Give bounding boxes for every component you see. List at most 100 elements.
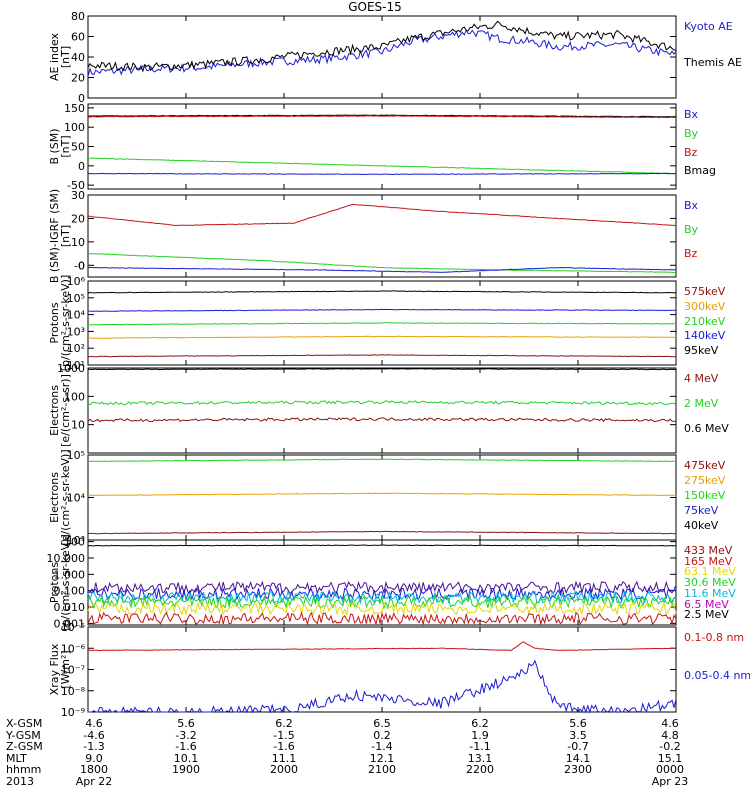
ephemeris-value: 1.9 (471, 728, 489, 742)
series-line-2-5-mev (87, 544, 676, 547)
legend-entry: Bz (684, 247, 698, 260)
series-line-300kev (87, 335, 676, 339)
y-axis-label: B (SM)[nT] (48, 128, 72, 164)
ephemeris-value: -1.1 (469, 740, 491, 753)
panel-7: 0.001 0.010 0.100 1.000 10.000 100Protons[p/(… (47, 534, 677, 631)
y-tick-label: 40 (71, 51, 85, 64)
legend-entry: By (684, 223, 699, 236)
series-line-bx (87, 172, 677, 176)
legend-entry: Themis AE (684, 56, 742, 69)
legend-entry: 150keV (684, 489, 726, 502)
y-tick-label: 150 (64, 102, 85, 115)
legend-entry: 300keV (684, 299, 726, 313)
y-tick-label: 10⁴ (67, 492, 86, 505)
ephemeris-value: -1.6 (175, 740, 197, 753)
ephemeris-value: -1.5 (273, 728, 295, 742)
series-line-475kev (87, 530, 677, 535)
y-tick-label: 1.000 (54, 568, 86, 581)
series-line-11-6-mev (87, 586, 677, 602)
series-line-63-1-mev (87, 594, 677, 610)
y-tick-label: 1000 (57, 362, 85, 375)
y-tick-label: 0.010 (54, 601, 86, 614)
series-line-2-mev (87, 400, 677, 406)
legend-entry: 475keV (684, 459, 726, 472)
series-line-kyoto-ae (87, 29, 677, 77)
legend-entry: 4 MeV (684, 372, 719, 385)
ephemeris-value: 15.1 (657, 751, 683, 765)
y-tick-label: -50 (67, 179, 85, 192)
panel-1: 0 20 40 60 80 AE index[nT] (48, 10, 677, 105)
series-line-bx (87, 266, 677, 273)
series-line-95kev (87, 290, 677, 294)
series-line-by (87, 253, 677, 274)
series-line-140kev (87, 308, 677, 312)
panel-3: 0 10 20 30 -0B (SM)-IGRF (SM)[nT] (48, 189, 677, 283)
ephemeris-value: 6.5 (373, 717, 391, 730)
series-line-0-1-0-8-nm (87, 641, 676, 652)
series-line-0-6-mev (87, 368, 677, 371)
plot-title: GOES-15 (348, 0, 402, 14)
ephemeris-value: 5.6 (177, 717, 195, 730)
y-tick-label: 60 (71, 31, 85, 44)
series-line-bz (87, 203, 677, 227)
ephemeris-value: 4.6 (85, 717, 103, 730)
panel-frame (87, 626, 677, 713)
y-tick-label: 10⁻⁵ (61, 621, 85, 634)
panel-8: 10⁻⁹ 10⁻⁸ 10⁻⁷ 10⁻⁶ 10⁻⁵ Xray Flux[W/m²] (48, 621, 677, 719)
ephemeris-value: 0000 (656, 763, 684, 776)
legend-entry: 63.1 MeV (684, 565, 736, 579)
legend-entry: Kyoto AE (684, 20, 733, 33)
series-line-bz (88, 115, 676, 119)
y-tick-label: -0 (74, 259, 85, 272)
y-tick-label: 10¹ (67, 359, 85, 372)
y-tick-label: 10⁻⁶ (61, 642, 86, 655)
legend-entry: 6.5 MeV (684, 597, 729, 611)
y-tick-label: 10² (67, 342, 85, 355)
y-tick-label: 0 (78, 160, 85, 173)
y-tick-label: 10³ (67, 534, 85, 547)
y-tick-label: 30 (71, 189, 85, 202)
series-line-by (87, 157, 677, 175)
series-line-6-5-mev (87, 580, 677, 595)
legend-entry: 0.1-0.8 nm (684, 631, 745, 644)
ephemeris-value: 13.1 (467, 751, 493, 765)
ephemeris-value: -0.2 (659, 740, 681, 753)
ephemeris-value: -4.6 (83, 728, 105, 742)
legend-entry: 75keV (684, 504, 719, 517)
y-axis-label: Protons[p/(cm²-s-sr-keV)] (48, 534, 72, 631)
legend-entry: Bx (684, 108, 699, 121)
legend-entry: By (684, 126, 699, 140)
ephemeris-value: 4.6 (661, 717, 679, 730)
ephemeris-value: Apr 23 (651, 774, 689, 788)
y-tick-label: 10⁻⁹ (61, 706, 85, 719)
y-axis-label: Electrons[e/(cm²-s-sr-keV)] (48, 449, 72, 545)
ephemeris-row-label: X-GSM (6, 717, 43, 730)
ephemeris-value: Apr 22 (75, 774, 113, 788)
ephemeris-value: -0.7 (567, 740, 589, 753)
ephemeris-value: -1.3 (83, 740, 105, 753)
series-line-575kev (87, 354, 677, 358)
y-tick-label: 10³ (67, 325, 85, 338)
y-tick-label: 20 (71, 72, 85, 85)
legend-entry: 2 MeV (684, 397, 719, 410)
ephemeris-value: 2100 (368, 763, 396, 776)
y-tick-label: 50 (71, 141, 85, 154)
ephemeris-value: -3.2 (175, 728, 197, 742)
y-axis-label: B (SM)-IGRF (SM)[nT] (48, 189, 72, 283)
ephemeris-value: 12.1 (369, 751, 395, 765)
ephemeris-value: 14.1 (565, 751, 591, 765)
series-line-4-mev (87, 417, 676, 423)
ephemeris-value: 1900 (172, 763, 200, 776)
panel-frame (87, 15, 677, 99)
legend-entry: 11.6 MeV (684, 586, 736, 600)
legend-entry: Bz (684, 145, 698, 159)
legend-entry: 40keV (684, 519, 719, 532)
ephemeris-row-label: MLT (6, 751, 27, 765)
series-line-themis-ae (87, 20, 677, 73)
series-line-165-mev (87, 601, 677, 617)
legend-entry: 0.6 MeV (684, 422, 729, 435)
y-tick-label: 10⁻⁸ (61, 685, 86, 698)
